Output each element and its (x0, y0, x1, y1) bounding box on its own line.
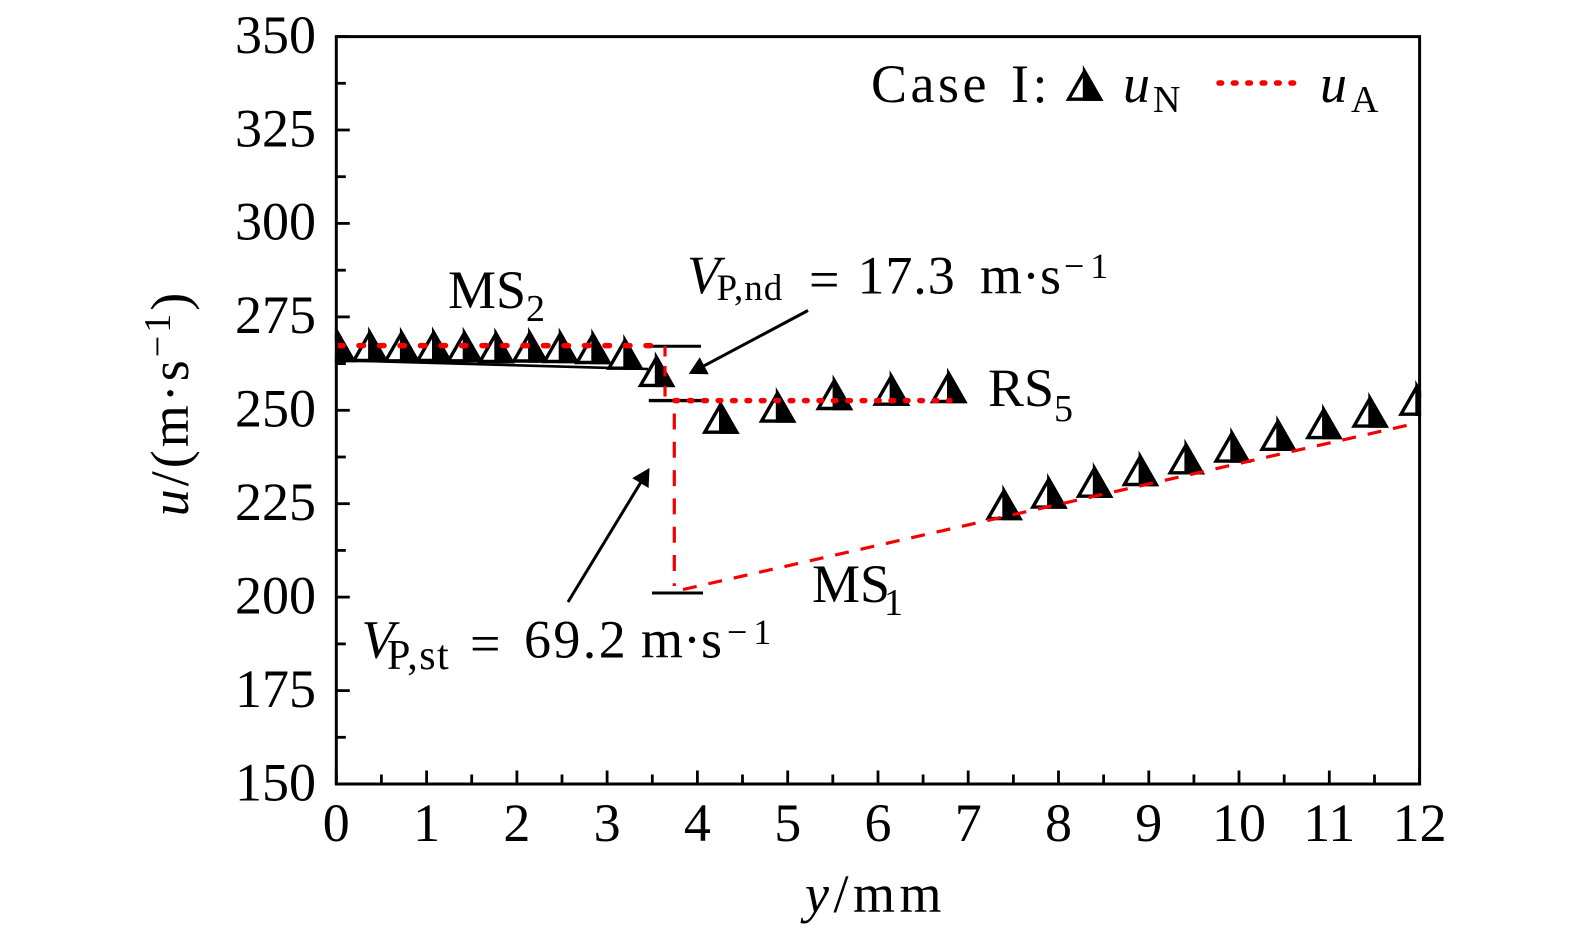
svg-text:4: 4 (684, 793, 711, 853)
svg-text:−1: −1 (1064, 246, 1114, 286)
svg-text:9: 9 (1135, 793, 1162, 853)
svg-text:=: = (470, 614, 500, 674)
svg-text:−1: −1 (727, 612, 777, 652)
svg-text:200: 200 (235, 565, 316, 625)
svg-text:3: 3 (594, 793, 621, 853)
svg-text:0: 0 (323, 793, 350, 853)
svg-text:A: A (1351, 79, 1379, 121)
svg-text:P,st: P,st (387, 633, 450, 679)
svg-text:11: 11 (1303, 793, 1355, 853)
svg-text:u: u (1123, 54, 1150, 114)
svg-text:69.2: 69.2 (524, 609, 628, 669)
svg-text:MS: MS (812, 554, 890, 614)
svg-text:8: 8 (1045, 793, 1072, 853)
svg-text:1: 1 (413, 793, 440, 853)
svg-text:=: = (809, 249, 839, 309)
svg-text:225: 225 (235, 472, 316, 532)
svg-text:y/mm: y/mm (800, 864, 946, 924)
svg-text:17.3: 17.3 (858, 246, 956, 306)
svg-text:V: V (687, 245, 726, 305)
svg-text:325: 325 (235, 98, 316, 158)
svg-text:275: 275 (235, 285, 316, 345)
svg-text:MS: MS (448, 260, 526, 320)
svg-text:2: 2 (503, 793, 530, 853)
svg-text:350: 350 (235, 5, 316, 65)
svg-text:m·s: m·s (641, 609, 722, 669)
svg-text:Case I:: Case I: (871, 54, 1051, 114)
svg-text:7: 7 (955, 793, 982, 853)
svg-text:1: 1 (884, 582, 903, 624)
svg-text:10: 10 (1212, 793, 1266, 853)
svg-text:V: V (362, 609, 401, 669)
svg-text:N: N (1153, 79, 1180, 121)
svg-text:u/(m·s−1): u/(m·s−1) (137, 290, 200, 516)
svg-text:u: u (1320, 54, 1347, 114)
svg-text:250: 250 (235, 379, 316, 439)
svg-text:RS: RS (988, 358, 1054, 418)
svg-text:12: 12 (1393, 793, 1447, 853)
svg-text:5: 5 (774, 793, 801, 853)
svg-text:175: 175 (235, 659, 316, 719)
svg-text:2: 2 (526, 288, 545, 330)
svg-text:m·s: m·s (980, 246, 1061, 306)
svg-text:5: 5 (1054, 388, 1073, 430)
svg-text:6: 6 (865, 793, 892, 853)
svg-text:P,nd: P,nd (717, 268, 784, 309)
svg-text:300: 300 (235, 192, 316, 252)
svg-text:150: 150 (235, 752, 316, 812)
